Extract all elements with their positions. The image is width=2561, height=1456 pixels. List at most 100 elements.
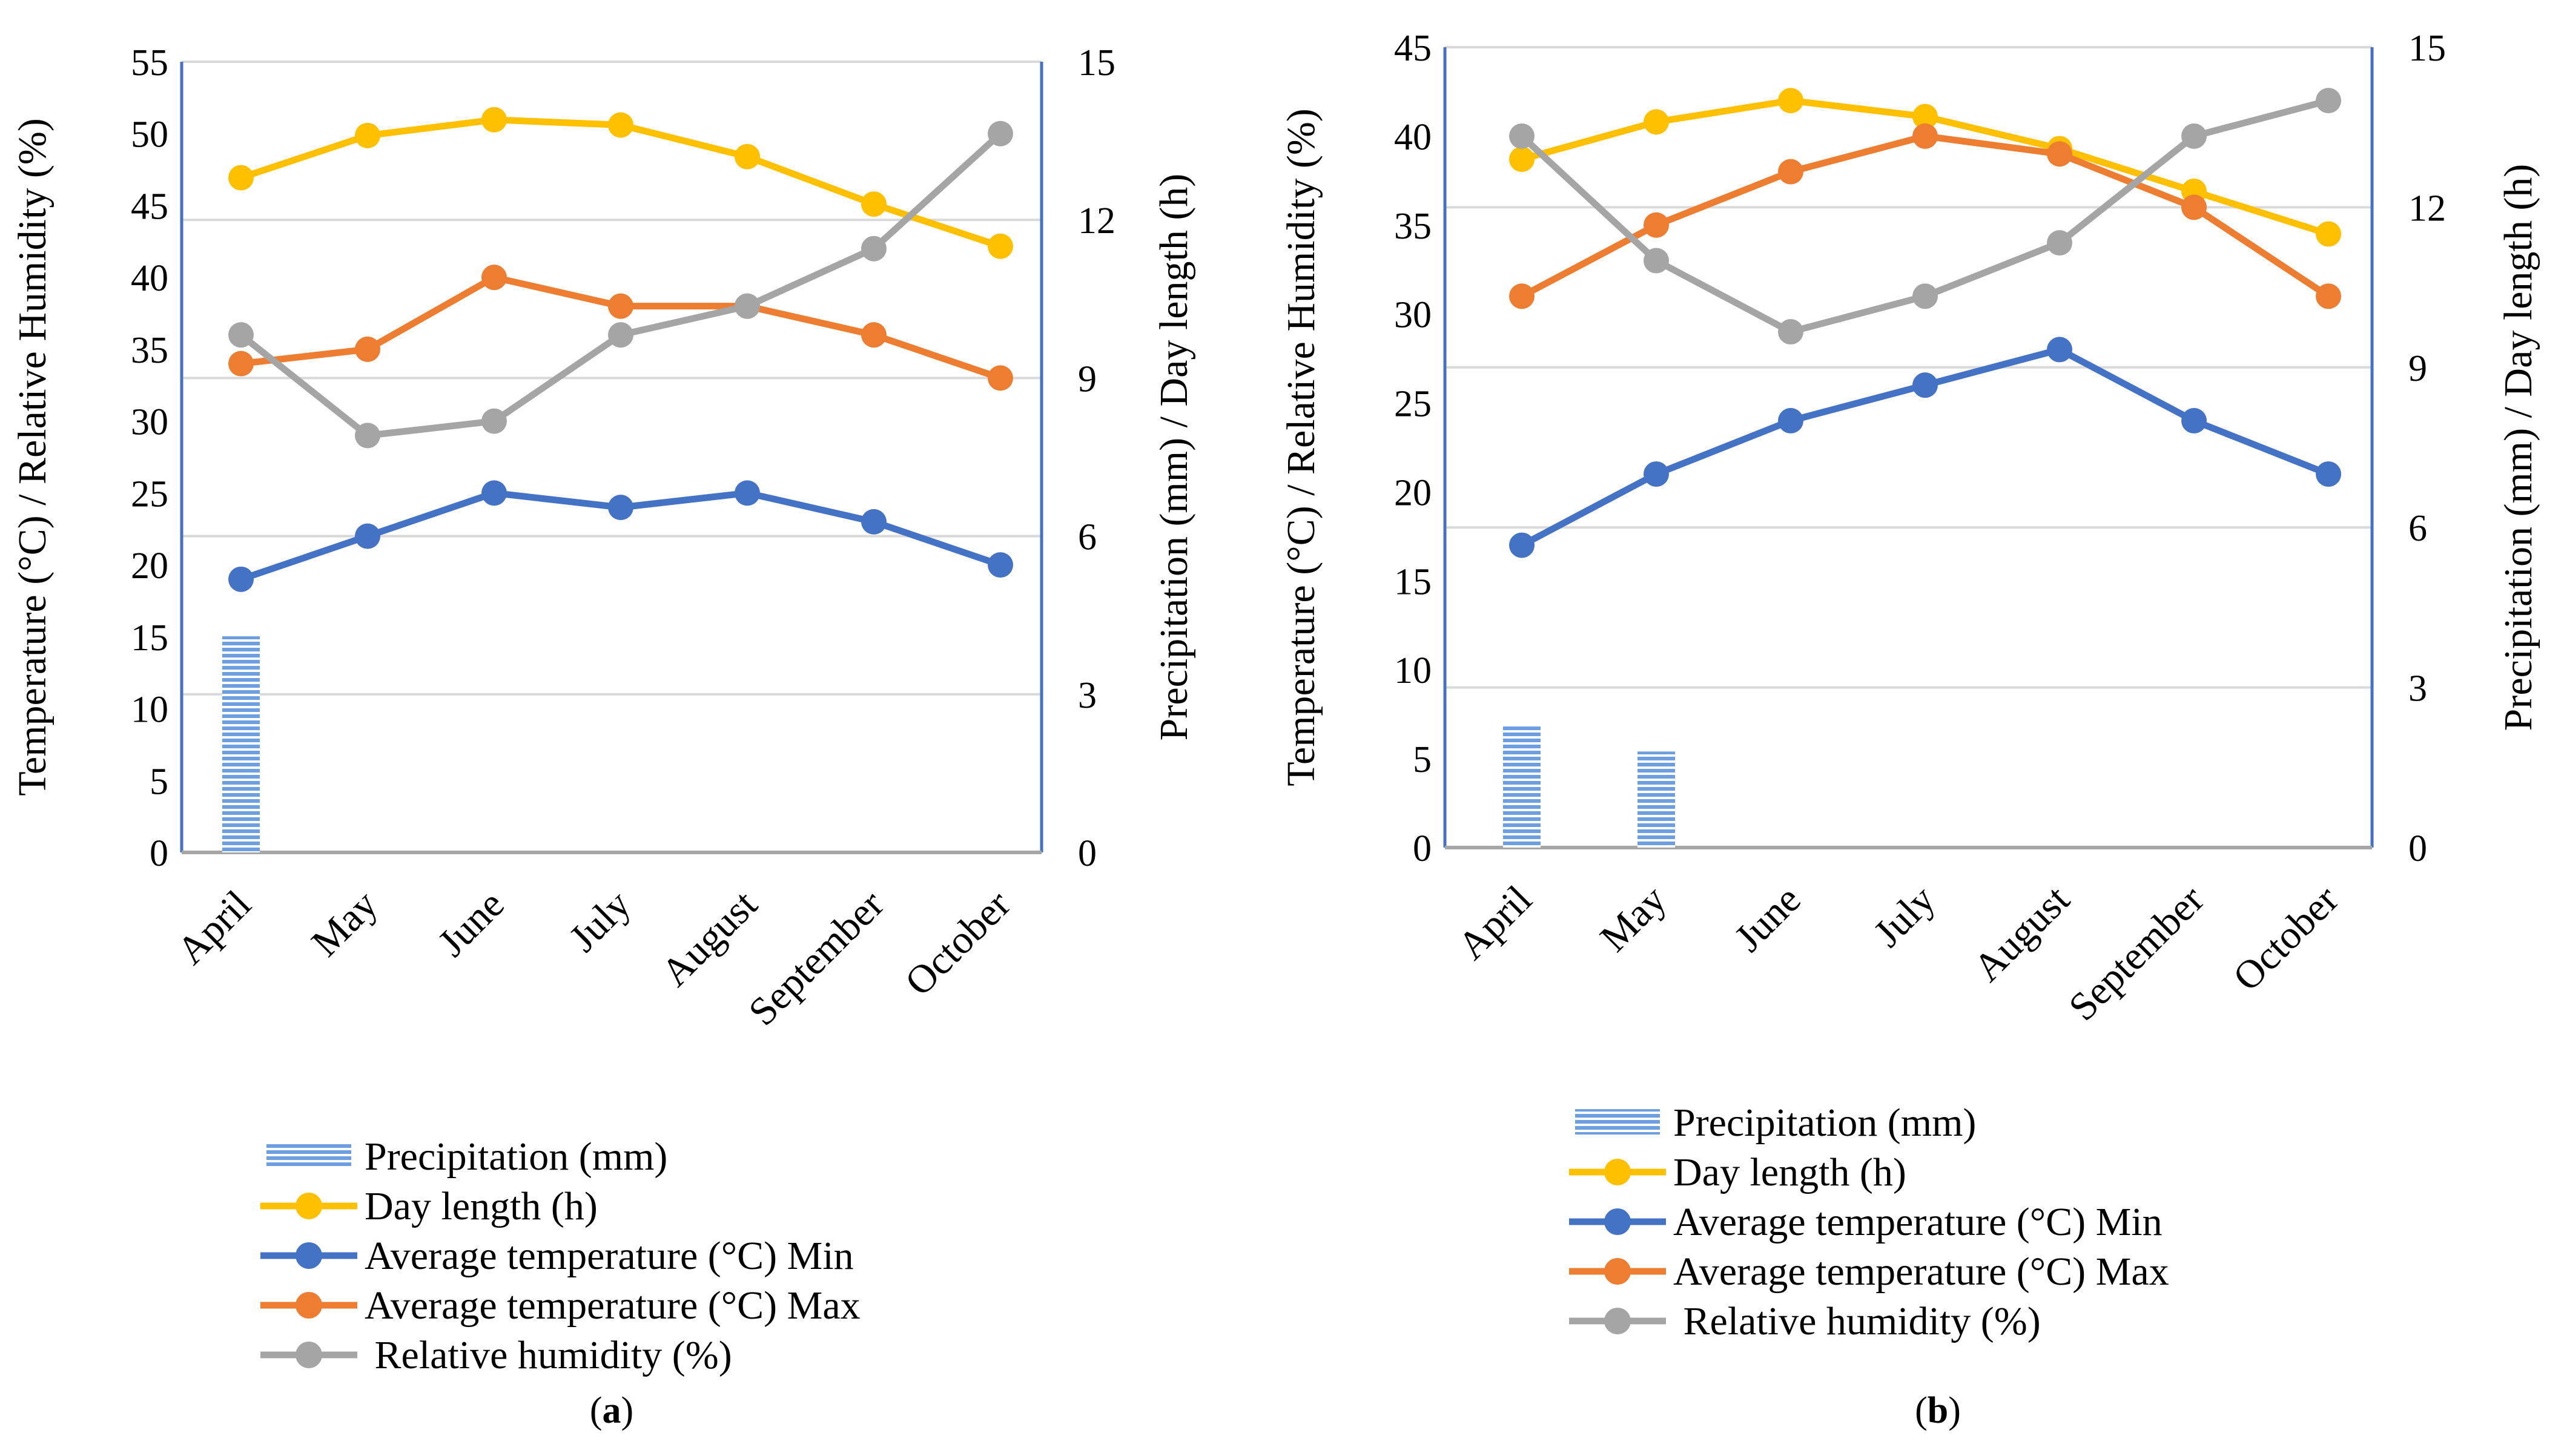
legend-marker-temp_min bbox=[1604, 1208, 1631, 1235]
point-humidity bbox=[2181, 123, 2207, 149]
y-tick-left-label: 20 bbox=[1394, 472, 1432, 513]
point-day_length bbox=[1644, 109, 1669, 135]
y-tick-left-label: 30 bbox=[1394, 295, 1432, 336]
point-humidity bbox=[228, 322, 254, 348]
legend-marker-humidity bbox=[296, 1342, 322, 1368]
legend-label-day_length: Day length (h) bbox=[365, 1184, 598, 1228]
y-tick-right-label: 9 bbox=[2408, 348, 2427, 389]
point-day_length bbox=[988, 233, 1013, 259]
bar-precipitation bbox=[1637, 751, 1675, 848]
point-temp_max bbox=[608, 293, 633, 319]
legend: Precipitation (mm) Day length (h) Average … bbox=[260, 1135, 861, 1377]
legend-label-temp_max: Average temperature (°C) Max bbox=[1673, 1250, 2169, 1294]
x-tick-label: July bbox=[1865, 877, 1943, 955]
series-line-day_length bbox=[240, 116, 1002, 249]
point-temp_max bbox=[1912, 123, 1938, 149]
y-axis-left-title: Temperature (°C) / Relative Humidity (%) bbox=[1279, 108, 1323, 786]
point-temp_min bbox=[2316, 461, 2341, 487]
point-temp_min bbox=[1778, 407, 1803, 433]
y-tick-left-label: 40 bbox=[131, 258, 168, 299]
point-day_length bbox=[608, 112, 633, 138]
y-tick-left-label: 30 bbox=[131, 402, 168, 443]
point-temp_min bbox=[988, 552, 1013, 578]
legend-marker-humidity bbox=[1604, 1308, 1631, 1334]
x-tick-label: October bbox=[897, 882, 1019, 1004]
x-tick-label: July bbox=[561, 882, 639, 960]
x-tick-label: August bbox=[653, 882, 765, 995]
y-axis-left-title: Temperature (°C) / Relative Humidity (%) bbox=[10, 118, 55, 796]
y-tick-left-label: 55 bbox=[131, 42, 168, 84]
y-tick-left-label: 35 bbox=[1394, 206, 1432, 247]
y-tick-right-label: 12 bbox=[1078, 200, 1115, 242]
point-temp_min bbox=[2181, 407, 2207, 433]
x-tick-label: May bbox=[303, 882, 386, 965]
y-axis-right-title: Precipitation (mm) / Day length (h) bbox=[1152, 174, 1196, 741]
x-tick-label: April bbox=[168, 882, 259, 973]
bar-precipitation bbox=[222, 636, 260, 852]
point-temp_max bbox=[988, 365, 1013, 391]
point-day_length bbox=[1509, 147, 1535, 173]
legend-label-precipitation: Precipitation (mm) bbox=[365, 1135, 667, 1179]
point-humidity bbox=[1509, 123, 1535, 149]
chart-panel-a: 0 5 10 15 20 25 30 35 40 45 50 55 0 3 6 9 12 15 Temperatur… bbox=[10, 42, 1196, 1431]
y-tick-right-label: 3 bbox=[1078, 675, 1097, 716]
y-tick-left-label: 0 bbox=[150, 833, 168, 874]
point-humidity bbox=[2316, 88, 2341, 114]
point-day_length bbox=[861, 191, 887, 217]
bar-precipitation bbox=[1503, 725, 1541, 848]
y-tick-left-label: 25 bbox=[1394, 384, 1432, 425]
point-temp_min bbox=[228, 566, 254, 592]
panel-label: (a) bbox=[590, 1390, 633, 1431]
legend-marker-temp_max bbox=[1604, 1258, 1631, 1285]
point-humidity bbox=[355, 423, 380, 449]
x-tick-label: April bbox=[1449, 877, 1540, 968]
legend-label-temp_min: Average temperature (°C) Min bbox=[365, 1234, 854, 1278]
legend-label-day_length: Day length (h) bbox=[1673, 1150, 1906, 1194]
point-day_length bbox=[1912, 104, 1938, 130]
legend-marker-temp_max bbox=[296, 1292, 322, 1319]
point-temp_max bbox=[355, 336, 380, 362]
legend-marker-temp_min bbox=[296, 1242, 322, 1269]
x-tick-label: August bbox=[1965, 877, 2078, 990]
y-tick-left-label: 15 bbox=[131, 618, 168, 659]
point-temp_max bbox=[2316, 283, 2341, 309]
point-temp_min bbox=[861, 509, 887, 535]
point-temp_min bbox=[355, 523, 380, 549]
point-temp_min bbox=[481, 480, 507, 506]
point-temp_min bbox=[2047, 337, 2072, 363]
point-humidity bbox=[861, 236, 887, 262]
point-humidity bbox=[481, 408, 507, 434]
x-tick-label: September bbox=[740, 882, 892, 1034]
y-tick-left-label: 40 bbox=[1394, 117, 1432, 158]
point-humidity bbox=[1778, 319, 1803, 345]
point-temp_min bbox=[1509, 532, 1535, 558]
x-tick-label: May bbox=[1591, 877, 1674, 960]
point-temp_max bbox=[1644, 212, 1669, 238]
point-humidity bbox=[608, 322, 633, 348]
legend-label-temp_min: Average temperature (°C) Min bbox=[1673, 1200, 2163, 1244]
y-tick-right-label: 6 bbox=[1078, 517, 1097, 558]
legend-label-humidity: Relative humidity (%) bbox=[365, 1333, 732, 1377]
legend-label-temp_max: Average temperature (°C) Max bbox=[365, 1283, 861, 1328]
legend-marker-day_length bbox=[1604, 1159, 1631, 1185]
y-tick-left-label: 0 bbox=[1413, 828, 1432, 869]
point-day_length bbox=[2316, 221, 2341, 247]
y-tick-left-label: 15 bbox=[1394, 561, 1432, 602]
y-tick-left-label: 45 bbox=[1394, 28, 1432, 69]
y-tick-right-label: 9 bbox=[1078, 358, 1097, 400]
point-humidity bbox=[988, 120, 1013, 147]
y-tick-right-label: 0 bbox=[2408, 828, 2427, 869]
legend: Precipitation (mm) Day length (h) Average … bbox=[1569, 1101, 2169, 1343]
point-temp_max bbox=[228, 351, 254, 377]
y-tick-left-label: 20 bbox=[131, 545, 168, 587]
legend-label-humidity: Relative humidity (%) bbox=[1673, 1299, 2041, 1343]
y-tick-right-label: 12 bbox=[2408, 188, 2446, 229]
y-tick-left-label: 10 bbox=[131, 690, 168, 731]
point-humidity bbox=[1644, 248, 1669, 274]
y-tick-left-label: 5 bbox=[150, 761, 168, 802]
point-day_length bbox=[481, 107, 507, 133]
x-tick-label: June bbox=[429, 882, 512, 965]
y-tick-left-label: 50 bbox=[131, 114, 168, 156]
point-temp_max bbox=[1509, 283, 1535, 309]
